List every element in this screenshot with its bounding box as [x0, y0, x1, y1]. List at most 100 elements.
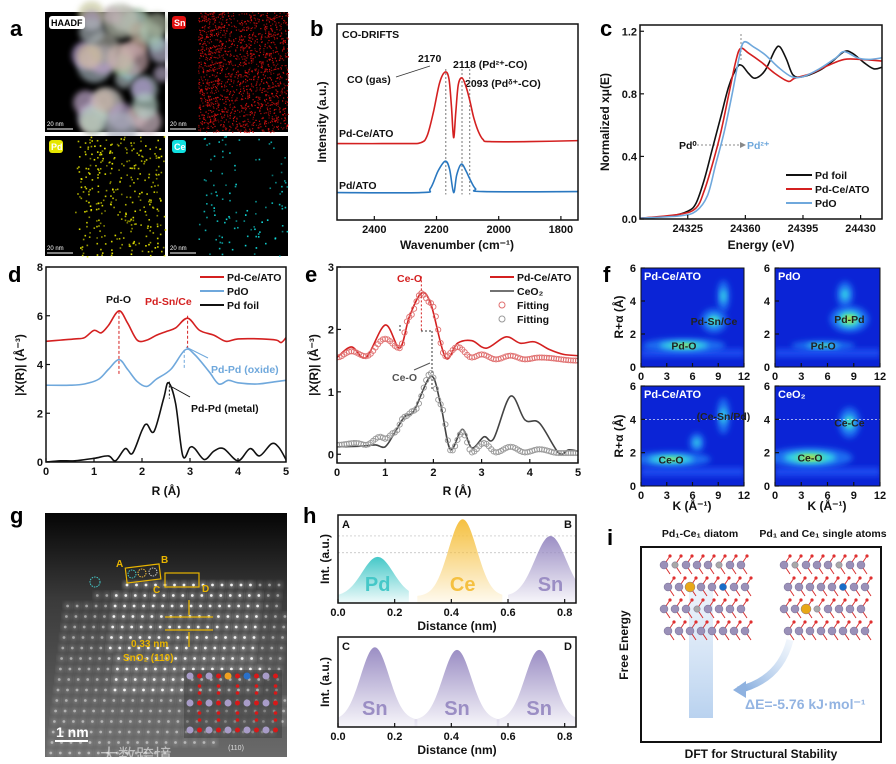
signal-pixel — [207, 79, 209, 81]
signal-pixel — [225, 98, 227, 101]
atom-column-core — [230, 583, 233, 587]
signal-pixel — [215, 191, 217, 193]
atom-column-core — [138, 636, 142, 639]
signal-pixel — [88, 216, 91, 219]
signal-pixel — [198, 124, 200, 127]
signal-pixel — [115, 199, 117, 201]
signal-pixel — [222, 19, 224, 21]
signal-pixel — [225, 53, 227, 55]
signal-pixel — [259, 98, 261, 100]
y-axis-title: Int. (a.u.) — [318, 657, 332, 707]
signal-pixel — [275, 94, 277, 97]
signal-pixel — [286, 67, 288, 69]
model-atom — [273, 673, 278, 679]
signal-pixel — [133, 142, 135, 144]
signal-pixel — [201, 16, 203, 18]
signal-pixel — [267, 130, 270, 132]
signal-pixel — [228, 38, 230, 40]
signal-pixel — [268, 21, 271, 23]
map-background — [168, 12, 288, 132]
signal-pixel — [239, 73, 241, 76]
signal-pixel — [87, 148, 89, 150]
signal-pixel — [246, 45, 248, 47]
signal-pixel — [267, 105, 269, 107]
metal-atom — [729, 582, 739, 592]
signal-pixel — [253, 76, 255, 78]
oxygen-atom — [836, 576, 840, 580]
signal-pixel — [207, 83, 209, 85]
atom-column-core — [150, 699, 154, 702]
metal-atom — [685, 626, 695, 636]
signal-pixel — [255, 84, 257, 86]
signal-pixel — [287, 52, 289, 54]
signal-pixel — [199, 90, 201, 93]
signal-pixel — [208, 109, 210, 112]
atom-column — [274, 603, 280, 609]
signal-pixel — [207, 105, 209, 107]
signal-pixel — [217, 57, 219, 59]
signal-pixel — [221, 139, 224, 141]
signal-pixel — [222, 12, 224, 14]
x-tick-label: 9 — [715, 490, 721, 502]
signal-pixel — [152, 232, 155, 234]
signal-pixel — [256, 96, 258, 98]
signal-pixel — [214, 114, 216, 116]
x-tick-label: 0.4 — [444, 607, 460, 619]
signal-pixel — [204, 49, 206, 51]
signal-pixel — [270, 141, 273, 144]
x-tick-label: 2 — [139, 466, 145, 478]
signal-pixel — [97, 168, 99, 170]
annotation-pd-o: Pd-O — [106, 294, 131, 306]
signal-pixel — [270, 18, 272, 20]
signal-pixel — [141, 155, 143, 158]
signal-pixel — [200, 37, 202, 39]
signal-pixel — [243, 47, 245, 49]
oxygen-atom — [825, 620, 829, 624]
signal-pixel — [220, 26, 222, 28]
signal-pixel — [241, 110, 243, 112]
signal-pixel — [223, 59, 225, 61]
atom-column — [263, 613, 269, 620]
signal-pixel — [236, 55, 238, 57]
signal-pixel — [242, 50, 245, 52]
fit-point — [432, 385, 439, 392]
signal-pixel — [249, 50, 252, 52]
signal-pixel — [254, 48, 256, 50]
atom-column-core — [87, 667, 91, 671]
signal-pixel — [243, 90, 245, 92]
signal-pixel — [283, 108, 285, 110]
signal-pixel — [271, 82, 274, 84]
atom-column — [157, 708, 163, 714]
signal-pixel — [287, 84, 289, 86]
atom-column-core — [257, 594, 261, 597]
signal-pixel — [148, 243, 150, 246]
signal-pixel — [227, 90, 229, 92]
signal-pixel — [241, 95, 244, 97]
signal-pixel — [228, 215, 230, 218]
atom-column — [62, 708, 68, 714]
signal-pixel — [80, 178, 83, 181]
signal-pixel — [199, 33, 201, 36]
signal-pixel — [246, 50, 248, 52]
atom-column-core — [178, 699, 182, 702]
signal-pixel — [241, 98, 243, 100]
signal-pixel — [283, 12, 285, 14]
signal-pixel — [268, 31, 270, 33]
signal-pixel — [212, 106, 214, 108]
signal-pixel — [200, 63, 202, 65]
atom-column-core — [124, 594, 128, 597]
signal-pixel — [284, 55, 287, 57]
signal-pixel — [112, 197, 114, 200]
heatmap-band — [775, 467, 880, 476]
signal-pixel — [233, 105, 236, 108]
signal-pixel — [205, 85, 207, 87]
signal-pixel — [160, 171, 163, 174]
atom-column-core — [277, 583, 281, 587]
signal-pixel — [275, 60, 278, 62]
signal-pixel — [264, 45, 266, 47]
signal-pixel — [231, 43, 233, 45]
signal-pixel — [257, 12, 260, 14]
signal-pixel — [198, 65, 201, 67]
signal-pixel — [287, 38, 290, 40]
signal-pixel — [211, 104, 213, 106]
